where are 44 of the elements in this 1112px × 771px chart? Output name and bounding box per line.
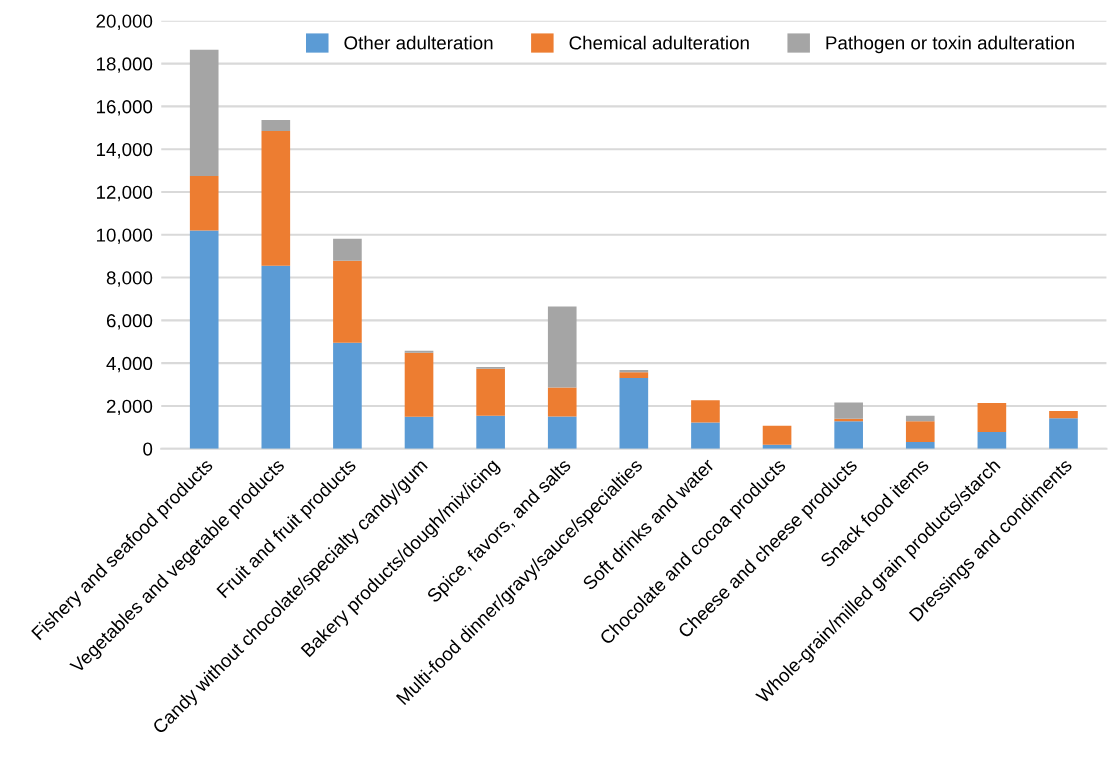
y-tick-label: 6,000 [106,314,153,330]
bar [333,238,362,261]
bar [691,400,720,423]
y-tick-label: 20,000 [96,14,153,31]
bar [189,175,219,231]
legend-label: Chemical adulteration [569,35,749,50]
y-tick-label: 16,000 [96,100,153,116]
y-tick-label: 2,000 [106,399,153,416]
bar [619,372,649,379]
y-tick-label: 18,000 [96,57,153,73]
bar [476,415,505,449]
legend-label: Pathogen or toxin adulteration [826,35,1074,54]
bar [834,402,863,419]
bar [905,421,935,443]
bar [404,352,434,417]
bar [834,421,863,449]
bar [333,342,362,449]
bar [547,306,577,388]
bar [476,368,505,416]
bar [977,432,1007,449]
y-tick-label: 4,000 [106,356,153,373]
bar [404,416,434,449]
y-tick-label: 10,000 [96,228,153,244]
legend-label: Other adulteration [344,35,493,50]
bar [189,230,219,449]
bar [977,402,1007,433]
bar [261,120,291,131]
bar [619,378,649,449]
bar [1049,411,1078,419]
bar [905,415,935,422]
bar [189,49,219,176]
bar [905,442,935,449]
y-tick-label: 8,000 [106,271,153,287]
bar [547,416,577,449]
bar [691,422,720,449]
y-tick-label: 14,000 [96,142,153,159]
y-tick-label: 0 [143,442,153,456]
bar [547,387,577,417]
bar [762,425,792,445]
y-tick-label: 12,000 [96,185,153,202]
bar [261,131,291,266]
bar [333,260,362,343]
bar [261,265,291,449]
bar [1049,418,1078,449]
